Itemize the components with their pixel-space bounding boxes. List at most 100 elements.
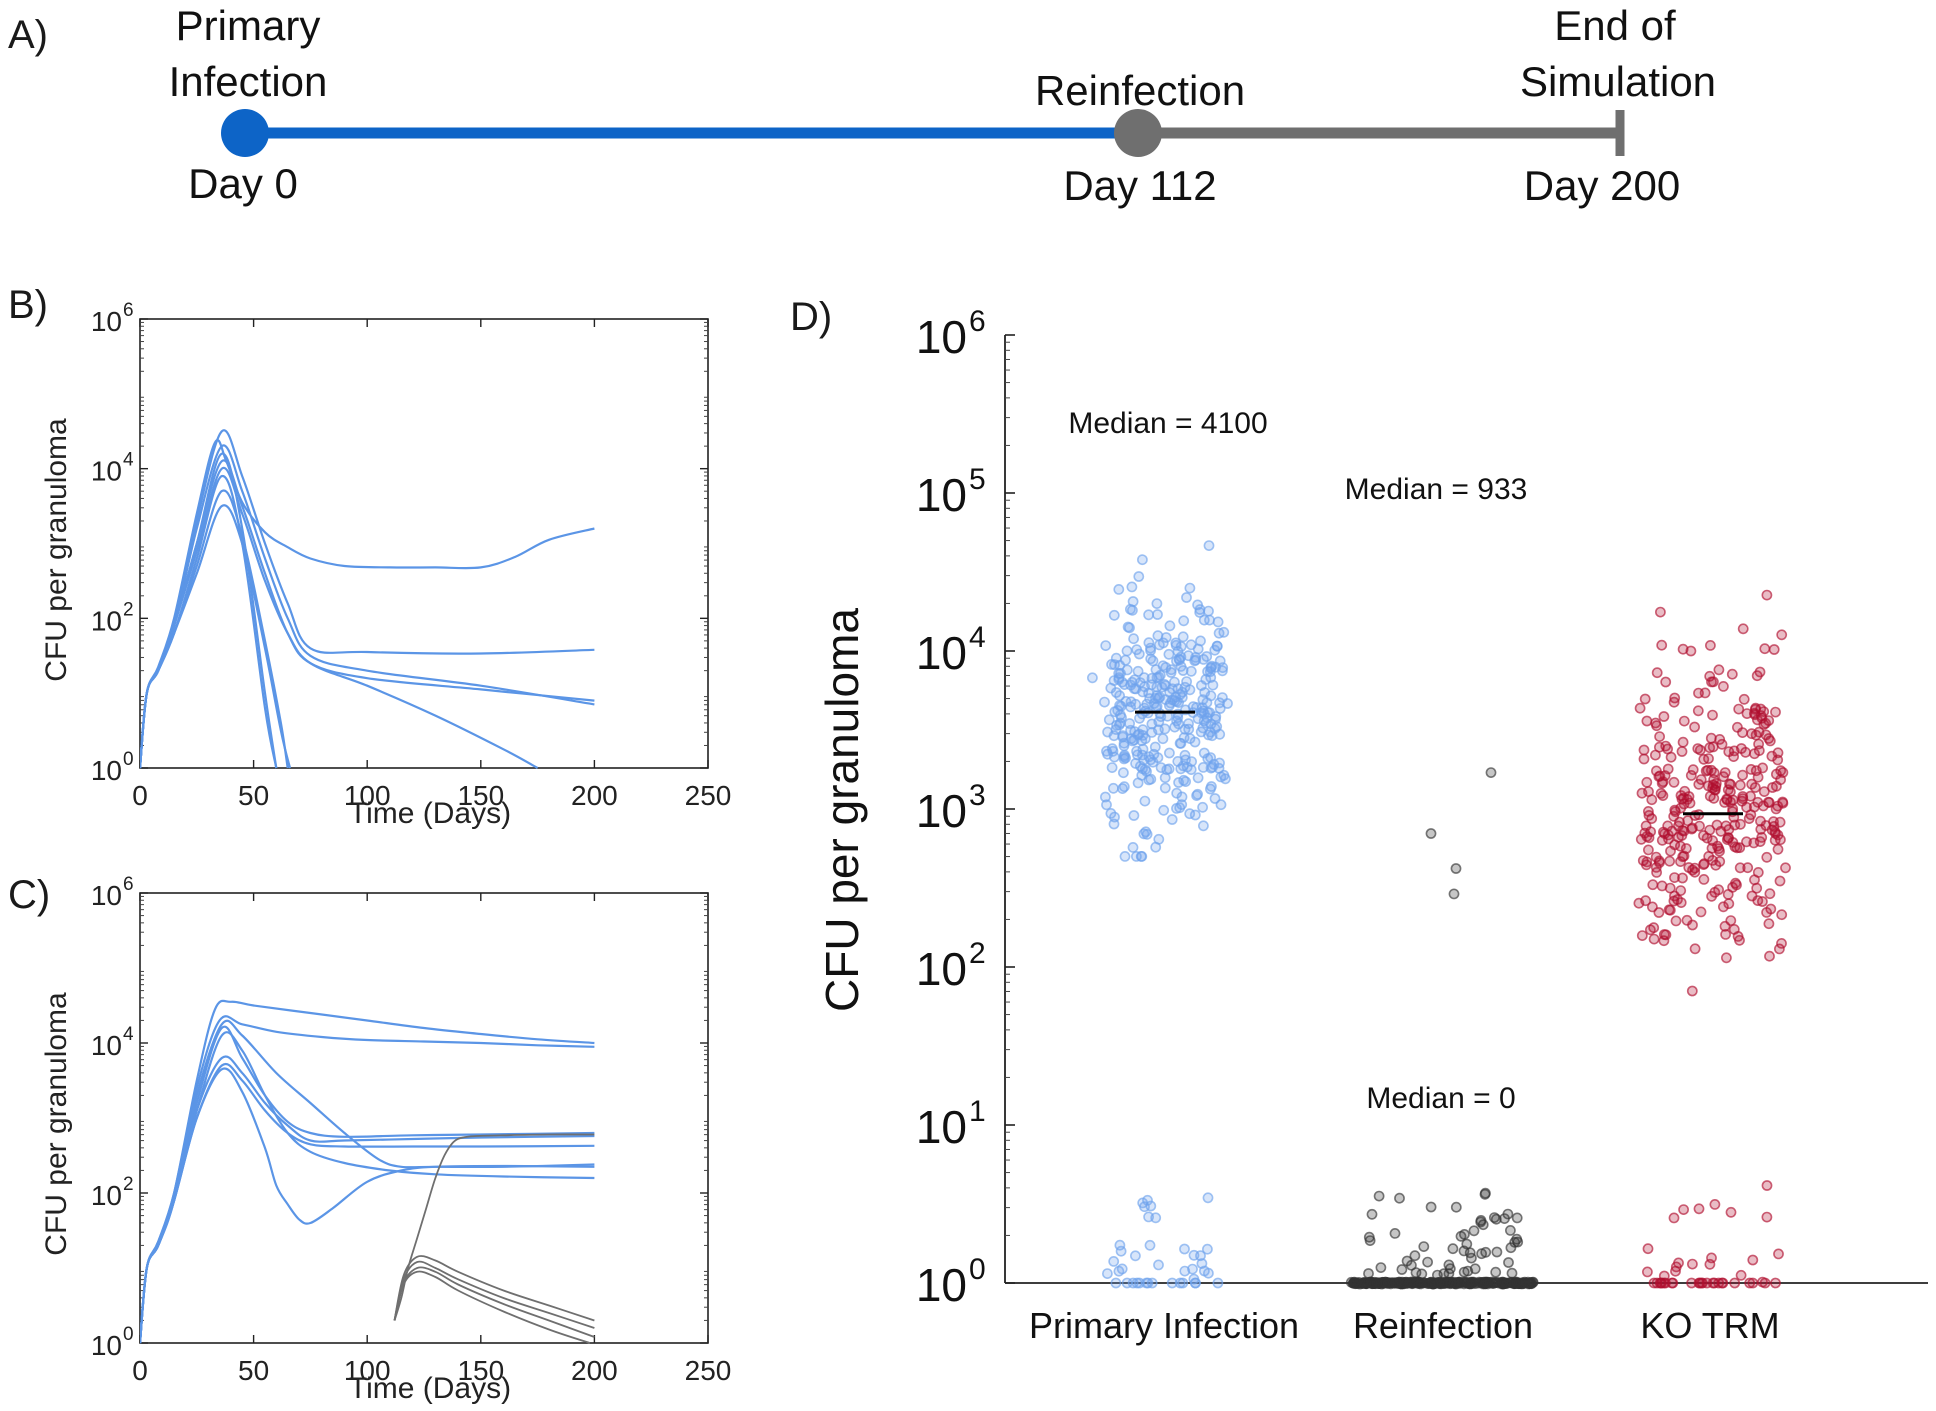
panel-c-series-reinfection-5 [393, 1270, 591, 1344]
primary-infection-point [1147, 756, 1159, 768]
reinfection-point [1394, 1192, 1405, 1204]
primary-infection-point [1159, 723, 1171, 735]
median-label-primary: Median = 4100 [1068, 407, 1267, 440]
primary-infection-point [1203, 1267, 1214, 1279]
primary-infection-point [1152, 609, 1163, 620]
primary-infection-point [1109, 751, 1120, 763]
ko-trm-point [1689, 943, 1701, 955]
ko-trm-point [1776, 938, 1787, 949]
primary-infection-point [1100, 640, 1112, 651]
primary-infection-point [1176, 692, 1188, 703]
primary-infection-point [1135, 760, 1146, 772]
panel-c-ytick-exponent: 0 [123, 1324, 134, 1345]
ko-trm-point [1687, 764, 1699, 776]
panel-c-ytick-label: 10 [91, 880, 122, 911]
primary-infection-point [1110, 1277, 1122, 1289]
reinfection-point [1480, 1187, 1491, 1199]
ko-trm-point [1722, 832, 1734, 844]
ko-trm-point [1720, 820, 1732, 832]
ko-trm-point [1774, 943, 1785, 955]
ko-trm-point [1654, 731, 1665, 742]
reinfection-point [1366, 1208, 1378, 1220]
median-label-kotrm: Median = 933 [1345, 473, 1528, 506]
primary-infection-point [1164, 700, 1175, 711]
panel-b-ytick-exponent: 0 [123, 749, 134, 770]
ko-trm-point [1638, 744, 1650, 756]
primary-infection-point [1133, 648, 1145, 660]
panel-c-xtick-label: 100 [344, 1355, 391, 1386]
primary-infection-point [1155, 762, 1167, 773]
ko-trm-point [1731, 842, 1743, 854]
panel-c-series-trajectory-7 [140, 1067, 595, 1344]
ko-trm-point [1714, 845, 1725, 857]
primary-infection-point [1153, 833, 1165, 845]
reinfection-point [1418, 1241, 1430, 1252]
ko-trm-point [1747, 1277, 1759, 1289]
ko-trm-point [1767, 782, 1778, 793]
primary-infection-point [1198, 747, 1210, 759]
primary-infection-point [1087, 672, 1098, 684]
ko-trm-point [1641, 715, 1653, 727]
panel-d-ytick-exponent: 6 [969, 305, 986, 338]
panel-b-xtick-label: 50 [238, 780, 269, 811]
primary-infection-point [1160, 680, 1171, 691]
reinfection-point [1490, 1266, 1502, 1278]
primary-infection-point [1171, 787, 1183, 799]
ko-trm-point [1674, 816, 1685, 828]
ko-trm-point [1761, 907, 1772, 918]
primary-infection-point [1154, 639, 1165, 651]
panel-c-ytick-label: 10 [91, 1030, 122, 1061]
panel-b-label: B) [8, 283, 48, 327]
primary-infection-point [1153, 1259, 1164, 1271]
ko-trm-point [1769, 834, 1781, 846]
ko-trm-point [1707, 779, 1719, 791]
ko-trm-point [1741, 836, 1752, 848]
ko-trm-point [1695, 906, 1707, 918]
primary-infection-point [1108, 782, 1119, 794]
ko-trm-point [1656, 880, 1668, 892]
primary-infection-point [1189, 736, 1201, 748]
ko-trm-point [1693, 1203, 1705, 1215]
reinfection-point [1506, 1276, 1518, 1288]
reinfection-point [1506, 1267, 1518, 1279]
panel-c-label: C) [8, 873, 50, 917]
ko-trm-point [1737, 727, 1748, 738]
panel-c-xtick-label: 150 [457, 1355, 504, 1386]
ko-trm-point [1686, 1277, 1697, 1289]
primary-infection-point [1143, 1211, 1154, 1223]
ko-trm-point [1682, 815, 1694, 827]
primary-infection-point [1179, 749, 1191, 761]
ko-trm-point [1737, 623, 1749, 635]
ko-trm-point [1643, 844, 1654, 856]
panel-c-ytick-label: 10 [91, 1330, 122, 1361]
primary-infection-point [1139, 795, 1151, 807]
panel-c-axes-frame [139, 892, 709, 1344]
ko-trm-point [1664, 855, 1675, 867]
ko-trm-point [1685, 770, 1697, 781]
reinfection-point [1505, 1225, 1516, 1236]
reinfection-point [1442, 1277, 1454, 1288]
primary-infection-point [1152, 630, 1164, 642]
ko-trm-point [1734, 779, 1746, 791]
primary-infection-point [1202, 753, 1214, 764]
ko-trm-point [1646, 794, 1658, 806]
ko-trm-point [1653, 907, 1665, 918]
ko-trm-point [1738, 693, 1750, 705]
ko-trm-point [1675, 897, 1687, 908]
primary-infection-point [1183, 718, 1194, 730]
reinfection-point [1526, 1278, 1537, 1290]
primary-infection-point [1215, 799, 1227, 811]
panel-c-ylabel: CFU per granuloma [40, 992, 73, 1256]
primary-infection-point [1178, 615, 1190, 627]
panel-d-ytick-exponent: 1 [969, 1095, 986, 1128]
primary-infection-point [1203, 605, 1214, 617]
reinfection-point [1491, 1246, 1503, 1258]
ko-trm-point [1698, 874, 1710, 885]
panel-b-ylabel: CFU per granuloma [40, 418, 73, 682]
ko-trm-point [1669, 872, 1680, 883]
primary-infection-point [1148, 698, 1160, 709]
primary-infection-point [1100, 791, 1111, 803]
ko-trm-point [1753, 726, 1765, 738]
primary-infection-point [1108, 609, 1120, 621]
